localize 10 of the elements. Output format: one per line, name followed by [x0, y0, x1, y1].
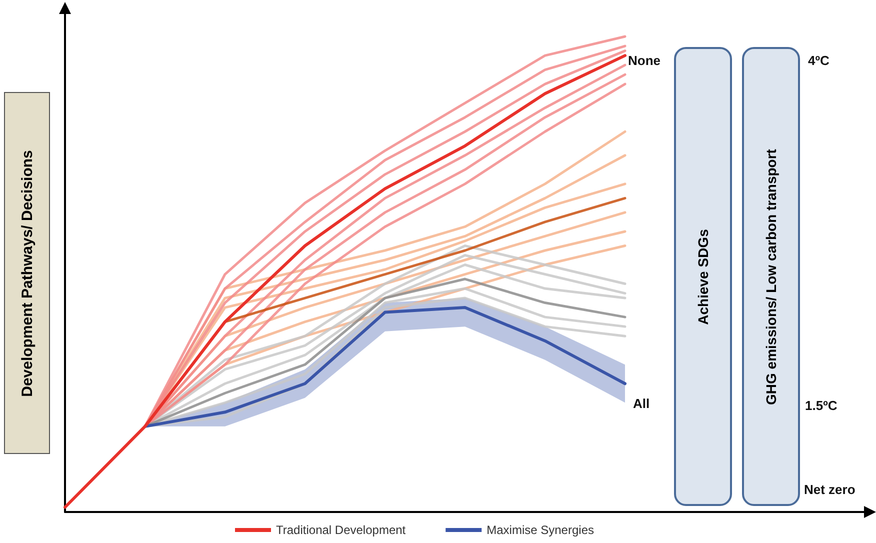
text: 4ºC [808, 53, 830, 68]
text: 1.5ºC [805, 398, 838, 413]
text: Net zero [804, 482, 856, 497]
annotation: None [628, 53, 660, 68]
legend-label: Traditional Development [276, 523, 406, 537]
legend-label: Maximise Synergies [486, 523, 594, 537]
rounded-box: GHG emissions/ Low carbon transport [742, 47, 800, 506]
rounded-box: Achieve SDGs [674, 47, 732, 506]
annotation: All [633, 396, 650, 411]
y-axis-title: Development Pathways/ Decisions [18, 150, 36, 396]
